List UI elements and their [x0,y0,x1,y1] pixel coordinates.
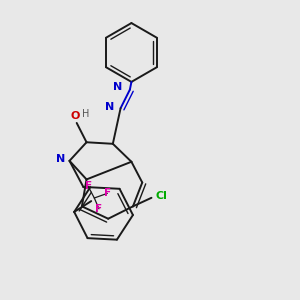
Text: F: F [104,188,111,198]
Text: N: N [105,102,114,112]
Text: O: O [70,111,80,121]
Text: N: N [113,82,123,92]
Text: F: F [85,181,92,191]
Text: F: F [95,204,103,214]
Text: H: H [82,109,90,119]
Text: N: N [56,154,65,164]
Text: Cl: Cl [155,191,167,201]
